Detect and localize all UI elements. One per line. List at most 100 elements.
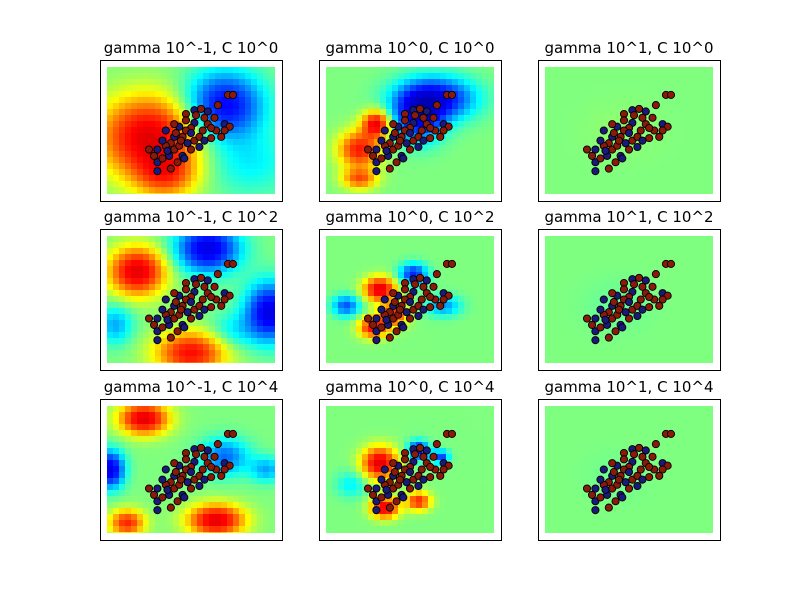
heatmap-cell [344,187,351,194]
heatmap-cell [332,109,339,116]
heatmap-cell [362,157,369,164]
heatmap-cell [392,248,399,255]
heatmap-cell [215,448,222,455]
heatmap-cell [665,254,672,261]
heatmap-cell [239,187,246,194]
heatmap-cell [149,472,156,479]
heatmap-cell [386,412,393,419]
heatmap-cell [338,97,345,104]
heatmap-cell [380,175,387,182]
heatmap-cell [659,139,666,146]
heatmap-cell [605,187,612,194]
heatmap-cell [482,350,489,357]
heatmap-cell [707,175,713,182]
heatmap-cell [440,242,447,249]
data-point [666,259,676,268]
heatmap-cell [569,109,576,116]
heatmap-cell [635,157,642,164]
heatmap-cell [257,350,264,357]
heatmap-cell [653,350,660,357]
heatmap-cell [107,308,114,315]
heatmap-cell [671,73,678,80]
heatmap-cell [119,478,126,485]
heatmap-cell [344,350,351,357]
heatmap-cell [173,448,180,455]
heatmap-cell [422,320,429,327]
heatmap-cell [143,272,150,279]
heatmap-cell [167,454,174,461]
heatmap-cell [404,406,411,413]
heatmap-cell [452,133,459,140]
heatmap-cell [167,448,174,455]
heatmap-cell [263,139,270,146]
heatmap-cell [113,338,120,345]
heatmap-cell [464,424,471,431]
heatmap-cell [575,266,582,273]
heatmap-cell [344,175,351,182]
heatmap-cell [155,151,162,158]
heatmap-cell [137,520,144,527]
heatmap-cell [233,326,240,333]
heatmap-cell [332,133,339,140]
heatmap-cell [167,175,174,182]
heatmap-cell [197,67,204,74]
heatmap-cell [344,97,351,104]
heatmap-cell [458,418,465,425]
heatmap-cell [155,520,162,527]
data-point [426,123,435,133]
heatmap-cell [386,418,393,425]
heatmap-cell [125,85,132,92]
heatmap-cell [434,151,441,158]
heatmap-cell [185,103,192,110]
heatmap-cell [416,356,423,363]
heatmap-cell [653,145,660,152]
heatmap-cell [350,290,357,297]
heatmap-cell [344,338,351,345]
heatmap-cell [239,326,246,333]
heatmap-cell [707,302,713,309]
heatmap-cell [701,332,708,339]
data-point [200,475,209,484]
decision-heatmap [545,236,713,363]
heatmap-cell [191,236,198,243]
heatmap-cell [689,67,696,74]
heatmap-cell [107,260,114,267]
heatmap-cell [482,236,489,243]
heatmap-cell [197,520,204,527]
heatmap-cell [368,326,375,333]
heatmap-cell [245,460,252,467]
heatmap-cell [707,169,713,176]
heatmap-cell [695,175,702,182]
heatmap-cell [173,350,180,357]
heatmap-cell [665,248,672,255]
heatmap-cell [221,284,228,291]
heatmap-cell [563,67,570,74]
heatmap-cell [179,79,186,86]
data-point [363,314,373,323]
heatmap-cell [197,430,204,437]
heatmap-cell [149,278,156,285]
heatmap-cell [671,127,678,134]
heatmap-cell [482,169,489,176]
heatmap-cell [215,418,222,425]
heatmap-cell [677,151,684,158]
heatmap-cell [689,157,696,164]
heatmap-cell [227,514,234,521]
heatmap-cell [350,127,357,134]
heatmap-cell [362,109,369,116]
heatmap-cell [671,272,678,279]
heatmap-cell [185,181,192,188]
heatmap-cell [137,356,144,363]
heatmap-cell [350,320,357,327]
heatmap-cell [137,442,144,449]
heatmap-cell [143,266,150,273]
heatmap-cell [470,442,477,449]
heatmap-cell [587,248,594,255]
heatmap-cell [269,79,275,86]
heatmap-cell [707,326,713,333]
heatmap-cell [257,526,264,533]
heatmap-cell [215,490,222,497]
subplot-8: gamma 10^0, C 10^4 [319,378,502,541]
heatmap-cell [113,502,120,509]
heatmap-cell [356,454,363,461]
